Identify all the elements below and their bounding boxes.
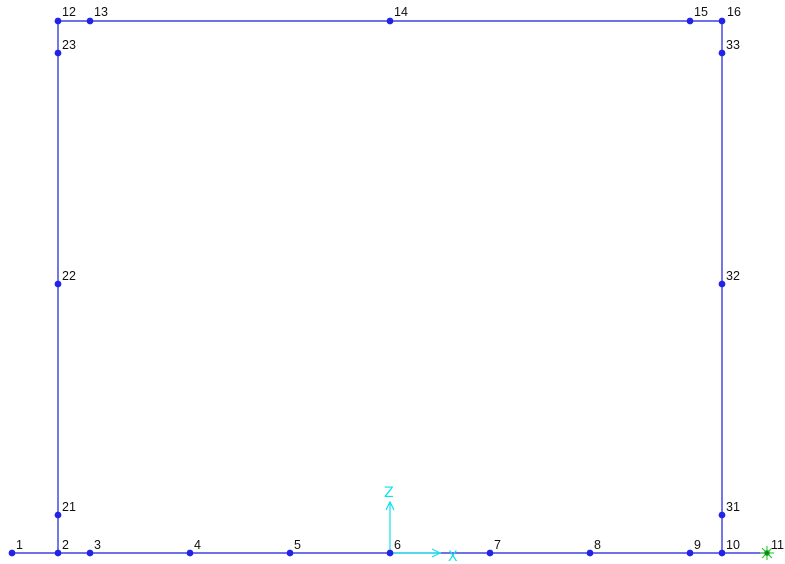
node-label: 8 <box>594 538 601 552</box>
node-label: 21 <box>62 500 76 514</box>
node-label: 2 <box>62 538 69 552</box>
node-label: 14 <box>394 5 408 19</box>
node-22[interactable]: 22 <box>54 269 76 288</box>
support-node-dot <box>763 549 771 557</box>
node-dot[interactable] <box>8 549 16 557</box>
node-dot[interactable] <box>718 49 726 57</box>
node-label: 7 <box>494 538 501 552</box>
node-label: 6 <box>394 538 401 552</box>
node-dot[interactable] <box>54 280 62 288</box>
node-label: 22 <box>62 269 76 283</box>
node-33[interactable]: 33 <box>718 38 740 57</box>
node-4[interactable]: 4 <box>186 538 201 557</box>
x-axis-label: X <box>448 549 458 564</box>
node-label: 23 <box>62 38 76 52</box>
node-label: 4 <box>194 538 201 552</box>
node-dot[interactable] <box>686 549 694 557</box>
node-dot[interactable] <box>686 17 694 25</box>
node-dot[interactable] <box>54 549 62 557</box>
node-label: 33 <box>726 38 740 52</box>
node-label: 13 <box>94 5 108 19</box>
node-dot[interactable] <box>386 549 394 557</box>
node-dot[interactable] <box>586 549 594 557</box>
node-label: 5 <box>294 538 301 552</box>
node-15[interactable]: 15 <box>686 5 708 25</box>
z-axis-label: Z <box>384 485 394 501</box>
z-axis-arrowhead <box>385 500 395 511</box>
node-31[interactable]: 31 <box>718 500 740 519</box>
node-dot[interactable] <box>54 49 62 57</box>
node-label: 32 <box>726 269 740 283</box>
node-label: 12 <box>62 5 76 19</box>
node-7[interactable]: 7 <box>486 538 501 557</box>
node-2[interactable]: 2 <box>54 538 69 557</box>
node-label: 1 <box>16 538 23 552</box>
node-dot[interactable] <box>718 511 726 519</box>
supports <box>760 546 774 560</box>
node-dot[interactable] <box>186 549 194 557</box>
node-dot[interactable] <box>86 17 94 25</box>
node-dot[interactable] <box>286 549 294 557</box>
node-label: 31 <box>726 500 740 514</box>
node-6[interactable]: 6 <box>386 538 401 557</box>
node-label: 10 <box>726 538 740 552</box>
node-dot[interactable] <box>54 511 62 519</box>
node-1[interactable]: 1 <box>8 538 23 557</box>
node-label: 15 <box>694 5 708 19</box>
node-12[interactable]: 12 <box>54 5 76 25</box>
node-9[interactable]: 9 <box>686 538 701 557</box>
node-label: 9 <box>694 538 701 552</box>
x-axis-arrowhead <box>431 548 442 558</box>
node-10[interactable]: 10 <box>718 538 740 557</box>
node-label: 3 <box>94 538 101 552</box>
node-8[interactable]: 8 <box>586 538 601 557</box>
node-16[interactable]: 16 <box>718 5 741 25</box>
node-13[interactable]: 13 <box>86 5 108 25</box>
node-23[interactable]: 23 <box>54 38 76 57</box>
node-21[interactable]: 21 <box>54 500 76 519</box>
node-label: 11 <box>771 538 784 552</box>
node-32[interactable]: 32 <box>718 269 740 288</box>
node-dot[interactable] <box>718 17 726 25</box>
frame-members <box>12 20 767 554</box>
node-14[interactable]: 14 <box>386 5 408 25</box>
node-3[interactable]: 3 <box>86 538 101 557</box>
node-dot[interactable] <box>718 549 726 557</box>
support-star-icon[interactable] <box>760 546 774 560</box>
node-dot[interactable] <box>718 280 726 288</box>
node-dot[interactable] <box>54 17 62 25</box>
node-dot[interactable] <box>386 17 394 25</box>
node-dot[interactable] <box>486 549 494 557</box>
node-11[interactable]: 11 <box>771 538 784 552</box>
node-5[interactable]: 5 <box>286 538 301 557</box>
axis-triad: Z X <box>384 485 458 564</box>
node-label: 16 <box>727 5 741 19</box>
node-dot[interactable] <box>86 549 94 557</box>
